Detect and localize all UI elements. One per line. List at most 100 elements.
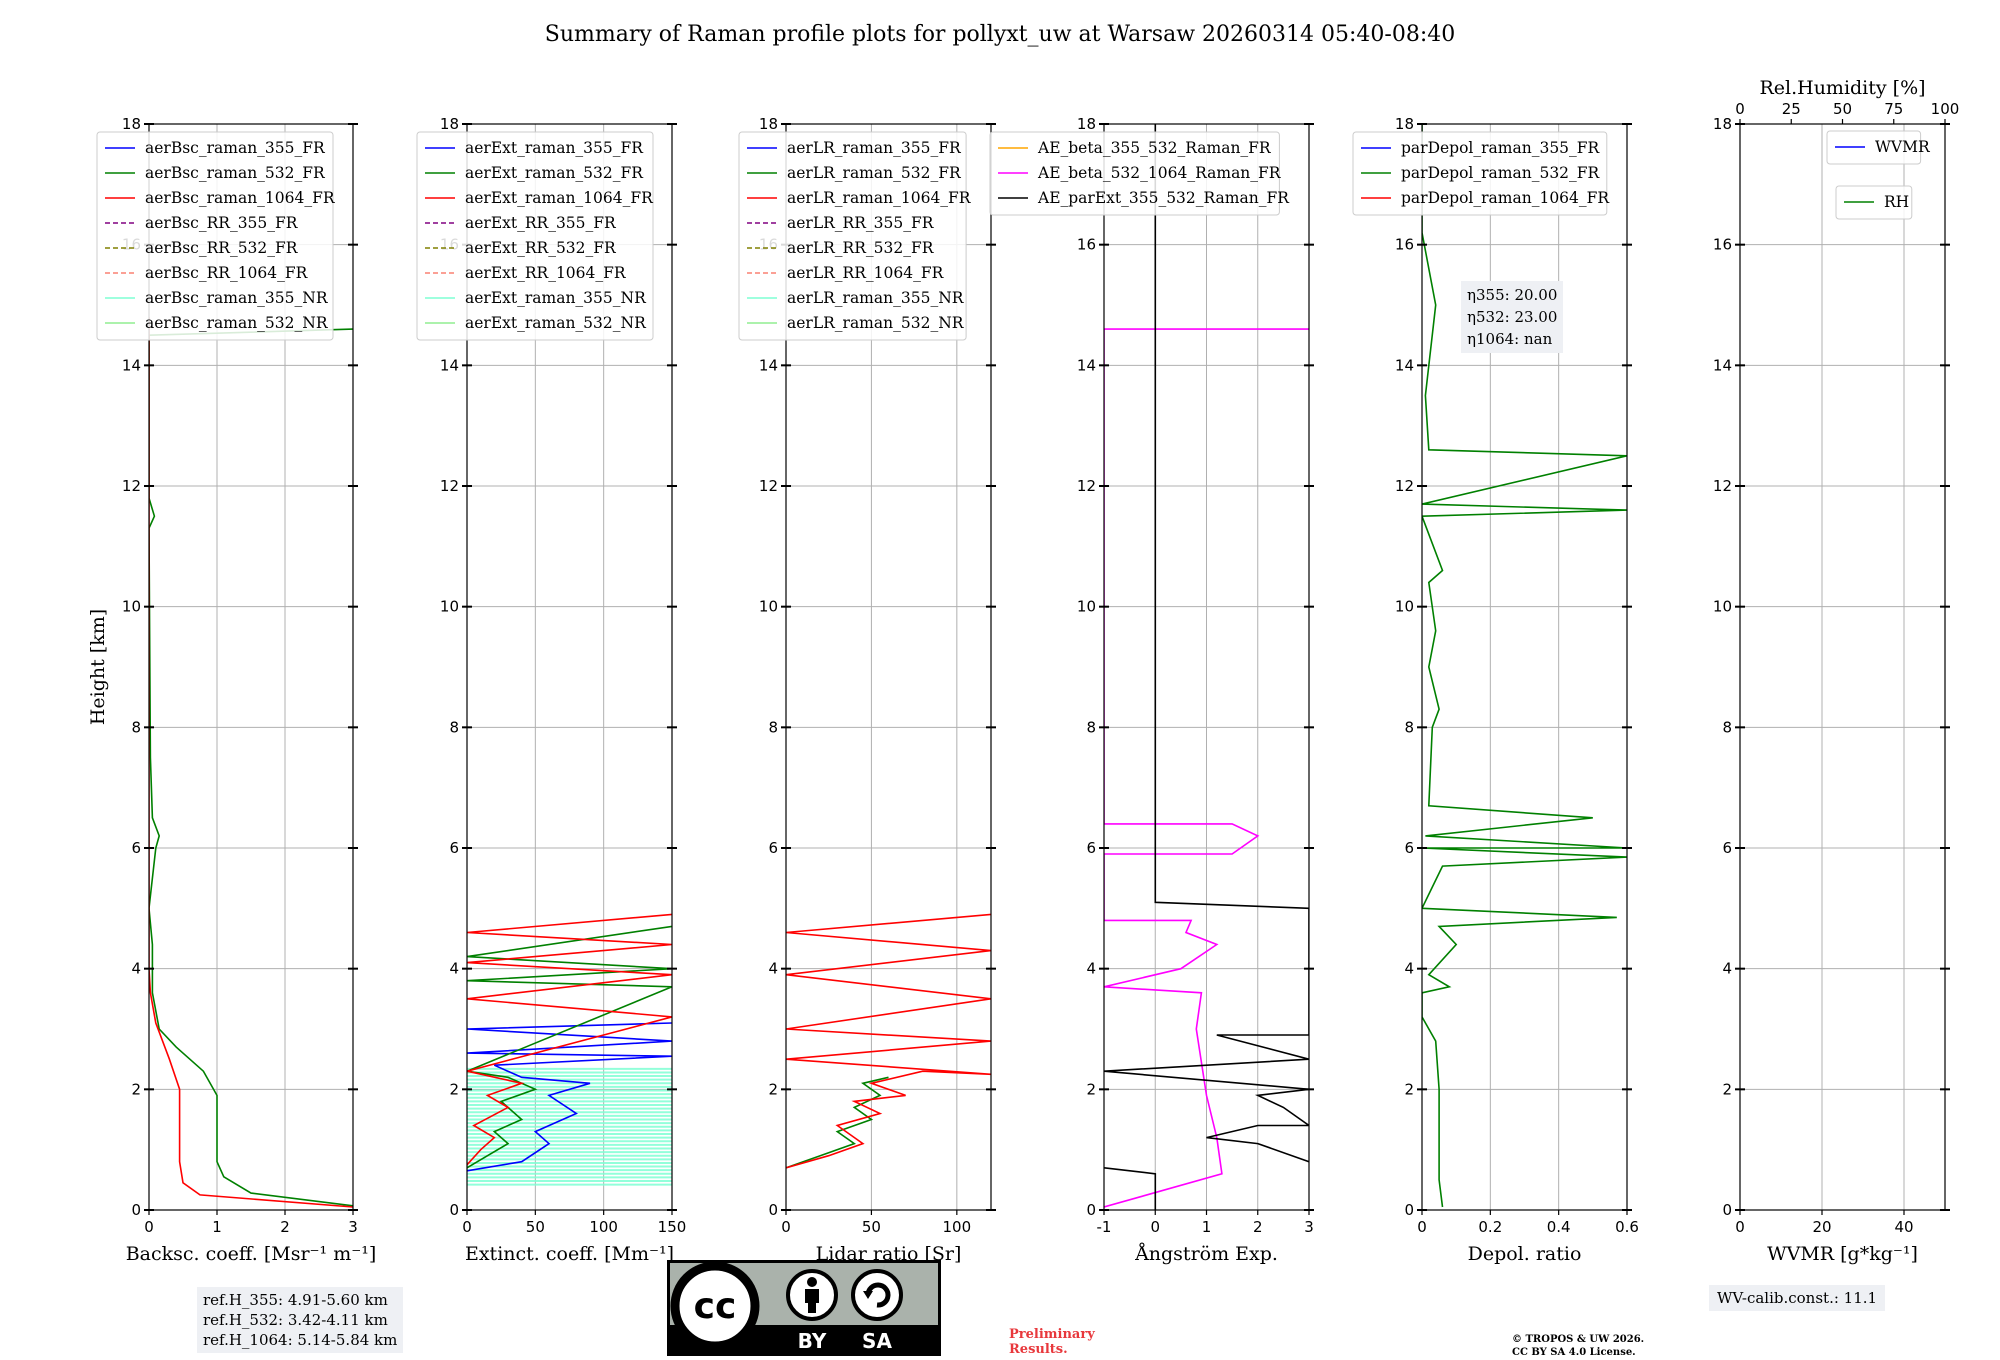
- legend-label: aerBsc_raman_355_FR: [145, 139, 326, 157]
- y-tick-label: 0: [768, 1201, 778, 1219]
- series-AE_parExt_355_532_Raman_FR_mid: [1104, 124, 1309, 1163]
- x-axis-label: Backsc. coeff. [Msr⁻¹ m⁻¹]: [126, 1243, 377, 1265]
- y-tick-label: 6: [1722, 839, 1732, 857]
- x-tick-label: 2: [1253, 1218, 1263, 1236]
- y-tick-label: 18: [1395, 115, 1414, 133]
- cc-logo-icon: [670, 1261, 760, 1351]
- y-axis-label: Height [km]: [87, 609, 109, 725]
- legend-label: aerLR_raman_532_FR: [787, 164, 962, 182]
- y-tick-label: 2: [1722, 1080, 1732, 1098]
- x2-tick-label: 50: [1833, 100, 1852, 118]
- legend-label: WVMR: [1875, 138, 1931, 156]
- axes-frame: [785, 123, 992, 1211]
- x-tick-label: 0: [1735, 1218, 1745, 1236]
- cc-by-sa-badge: cc BY SA: [667, 1260, 941, 1356]
- y-tick-label: 4: [1722, 960, 1732, 978]
- legend-angstrom: AE_beta_355_532_Raman_FR AE_beta_532_1064…: [989, 131, 1290, 216]
- y-tick-label: 8: [131, 718, 141, 736]
- y-tick-label: 12: [122, 477, 141, 495]
- eta-box: η355: 20.00 η532: 23.00 η1064: nan: [1461, 281, 1564, 353]
- series-parDepol_raman_532_FR: [1422, 124, 1627, 1208]
- y-tick-label: 2: [449, 1080, 459, 1098]
- ref-height-355: ref.H_355: 4.91-5.60 km: [203, 1291, 388, 1309]
- x2-tick-label: 0: [1735, 100, 1745, 118]
- series-aerLR_raman_1064_FR: [786, 913, 991, 1169]
- y-tick-label: 0: [131, 1201, 141, 1219]
- y-tick-label: 14: [759, 356, 778, 374]
- series-aerExt_raman_1064_FR: [467, 913, 672, 1166]
- y-tick-label: 8: [768, 718, 778, 736]
- y-tick-label: 6: [449, 839, 459, 857]
- legend-label: AE_beta_355_532_Raman_FR: [1037, 139, 1272, 157]
- y-tick-label: 0: [449, 1201, 459, 1219]
- y-tick-label: 12: [759, 477, 778, 495]
- legend-depol: parDepol_raman_355_FR parDepol_raman_532_…: [1352, 131, 1610, 216]
- legend-label: aerBsc_raman_532_FR: [145, 164, 326, 182]
- legend-label: aerLR_RR_532_FR: [787, 239, 935, 257]
- legend-label: aerBsc_RR_355_FR: [145, 214, 299, 232]
- legend-label: aerBsc_raman_355_NR: [145, 289, 329, 307]
- copyright-note: © TROPOS & UW 2026. CC BY SA 4.0 License…: [1512, 1333, 1644, 1359]
- series-AE_parExt_355_532_Raman_FR: [1104, 1167, 1157, 1210]
- ref-height-1064: ref.H_1064: 5.14-5.84 km: [203, 1331, 398, 1349]
- y-tick-label: 12: [1713, 477, 1732, 495]
- series-aerBsc_raman_532_FR: [149, 328, 353, 1207]
- x-axis-label: Extinct. coeff. [Mm⁻¹]: [465, 1243, 674, 1265]
- x-tick-label: 1: [212, 1218, 222, 1236]
- y-tick-label: 14: [1077, 356, 1096, 374]
- legend-rh: RH: [1835, 185, 1913, 220]
- y-tick-label: 8: [1404, 718, 1414, 736]
- legend-label: parDepol_raman_532_FR: [1401, 164, 1601, 182]
- y-tick-label: 16: [1713, 236, 1732, 254]
- legend-frame: [989, 131, 1280, 216]
- eta-1064: η1064: nan: [1467, 330, 1553, 348]
- by-label: BY: [798, 1329, 827, 1353]
- legend-label: aerLR_RR_1064_FR: [787, 264, 945, 282]
- y-tick-label: 2: [768, 1080, 778, 1098]
- legend-label: aerBsc_RR_532_FR: [145, 239, 299, 257]
- y-tick-label: 8: [1722, 718, 1732, 736]
- y-tick-label: 6: [1086, 839, 1096, 857]
- y-tick-label: 16: [1077, 236, 1096, 254]
- legend-lidar-ratio: aerLR_raman_355_FR aerLR_raman_532_FR aerL…: [738, 131, 972, 341]
- legend-label: AE_beta_532_1064_Raman_FR: [1037, 164, 1282, 182]
- y-tick-label: 10: [440, 598, 459, 616]
- x-tick-label: 0: [462, 1218, 472, 1236]
- y-tick-label: 10: [1077, 598, 1096, 616]
- legend-frame: [1352, 131, 1608, 216]
- x-tick-label: 100: [589, 1218, 618, 1236]
- y-tick-label: 16: [1395, 236, 1414, 254]
- legend-frame: [738, 131, 967, 341]
- series-AE_beta_532_1064_Raman_FR: [1104, 328, 1309, 1208]
- axes-frame: [466, 123, 673, 1211]
- y-tick-label: 10: [122, 598, 141, 616]
- x-tick-label: 0: [781, 1218, 791, 1236]
- preliminary-line-2: Results.: [1009, 1342, 1068, 1357]
- x2-tick-label: 25: [1782, 100, 1801, 118]
- preliminary-line-1: Preliminary: [1009, 1327, 1095, 1342]
- copyright-line-1: © TROPOS & UW 2026.: [1512, 1334, 1645, 1345]
- legend-extinction: aerExt_raman_355_FR aerExt_raman_532_FRae…: [416, 131, 654, 341]
- x2-tick-label: 100: [1931, 100, 1960, 118]
- y-tick-label: 14: [1395, 356, 1414, 374]
- legend-label: aerExt_raman_355_FR: [465, 139, 644, 157]
- x-tick-label: 50: [526, 1218, 545, 1236]
- x-tick-label: 100: [943, 1218, 972, 1236]
- series-aerBsc_raman_1064_FR: [149, 317, 353, 1208]
- legend-frame: [1826, 130, 1922, 165]
- legend-label: aerExt_raman_1064_FR: [465, 189, 654, 207]
- y-tick-label: 6: [768, 839, 778, 857]
- preliminary-note: Preliminary Results.: [1009, 1327, 1095, 1357]
- x-tick-label: -1: [1097, 1218, 1112, 1236]
- legend-label: aerBsc_raman_532_NR: [145, 314, 329, 332]
- x-axis-label: Depol. ratio: [1468, 1243, 1582, 1265]
- y-tick-label: 4: [131, 960, 141, 978]
- y-tick-label: 0: [1404, 1201, 1414, 1219]
- y-tick-label: 6: [1404, 839, 1414, 857]
- legend-label: aerExt_RR_532_FR: [465, 239, 617, 257]
- axes-frame: [148, 123, 354, 1211]
- legend-label: aerBsc_raman_1064_FR: [145, 189, 336, 207]
- legend-label: aerLR_RR_355_FR: [787, 214, 935, 232]
- y-tick-label: 14: [1713, 356, 1732, 374]
- x2-tick-label: 75: [1884, 100, 1903, 118]
